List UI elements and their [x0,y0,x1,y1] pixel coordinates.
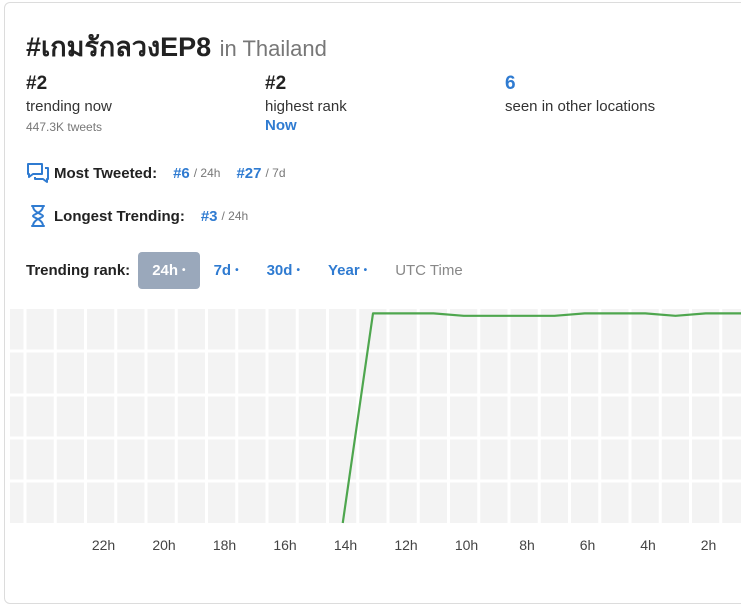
range-tab-30d-label: 30d [267,262,293,279]
longest-trending-rank[interactable]: #3 [201,208,218,225]
page-title: #เกมรักลวงEP8 in Thailand [26,25,327,68]
most-tweeted-rank-7d[interactable]: #27 [236,165,261,182]
stat-other-locations[interactable]: 6 seen in other locations [505,73,655,115]
range-tab-30d[interactable]: 30d• [253,252,314,289]
dot-icon: • [364,265,368,276]
utc-time-toggle[interactable]: UTC Time [381,252,477,289]
x-tick-label: 22h [92,537,115,553]
longest-trending-label: Longest Trending: [54,208,185,225]
most-tweeted-label: Most Tweeted: [54,165,157,182]
chat-bubbles-icon [26,161,50,185]
location-label: in Thailand [220,36,327,61]
most-tweeted-period-7d: / 7d [265,166,285,180]
x-tick-label: 4h [640,537,656,553]
x-tick-label: 10h [455,537,478,553]
range-tab-24h[interactable]: 24h • [138,252,199,289]
range-tab-7d-label: 7d [214,262,232,279]
dot-icon: • [182,265,186,276]
x-tick-label: 20h [152,537,175,553]
x-tick-label: 14h [334,537,357,553]
stat-trending-now: #2 trending now 447.3K tweets [26,73,112,134]
trending-rank-bar: Trending rank: 24h• 7d• 30d• Year• UTC T… [26,252,477,289]
range-tab-7d[interactable]: 7d• [200,252,253,289]
other-locations-count[interactable]: 6 [505,73,655,95]
range-tab-year[interactable]: Year • [314,252,381,289]
tweet-count: 447.3K tweets [26,120,112,134]
trending-rank-label: Trending rank: [26,262,130,279]
x-tick-label: 16h [273,537,296,553]
hourglass-icon [26,204,50,228]
x-tick-label: 8h [519,537,535,553]
trending-now-value: #2 [26,73,112,95]
highest-rank-when: Now [265,117,347,134]
dot-icon: • [296,265,300,276]
hashtag-title: #เกมรักลวงEP8 [26,32,211,62]
trending-now-label: trending now [26,98,112,115]
range-tab-24h-label: 24h [152,262,178,279]
range-tab-year-label: Year [328,262,360,279]
x-tick-label: 6h [580,537,596,553]
other-locations-label: seen in other locations [505,98,655,115]
x-tick-label: 18h [213,537,236,553]
most-tweeted-row: Most Tweeted: #6 / 24h #27 / 7d [26,161,286,185]
most-tweeted-period-24h: / 24h [194,166,221,180]
stat-highest-rank: #2 highest rank Now [265,73,347,134]
highest-rank-value: #2 [265,73,347,95]
trend-card: #เกมรักลวงEP8 in Thailand #2 trending no… [4,2,741,604]
longest-trending-row: Longest Trending: #3 / 24h [26,204,248,228]
longest-trending-period: / 24h [222,209,249,223]
dot-icon: • [235,265,239,276]
most-tweeted-rank-24h[interactable]: #6 [173,165,190,182]
trending-rank-chart: 22h 20h 18h 16h 14h 12h 10h 8h 6h 4h 2h [10,309,741,580]
x-tick-label: 12h [394,537,417,553]
highest-rank-label: highest rank [265,98,347,115]
x-tick-label: 2h [701,537,717,553]
